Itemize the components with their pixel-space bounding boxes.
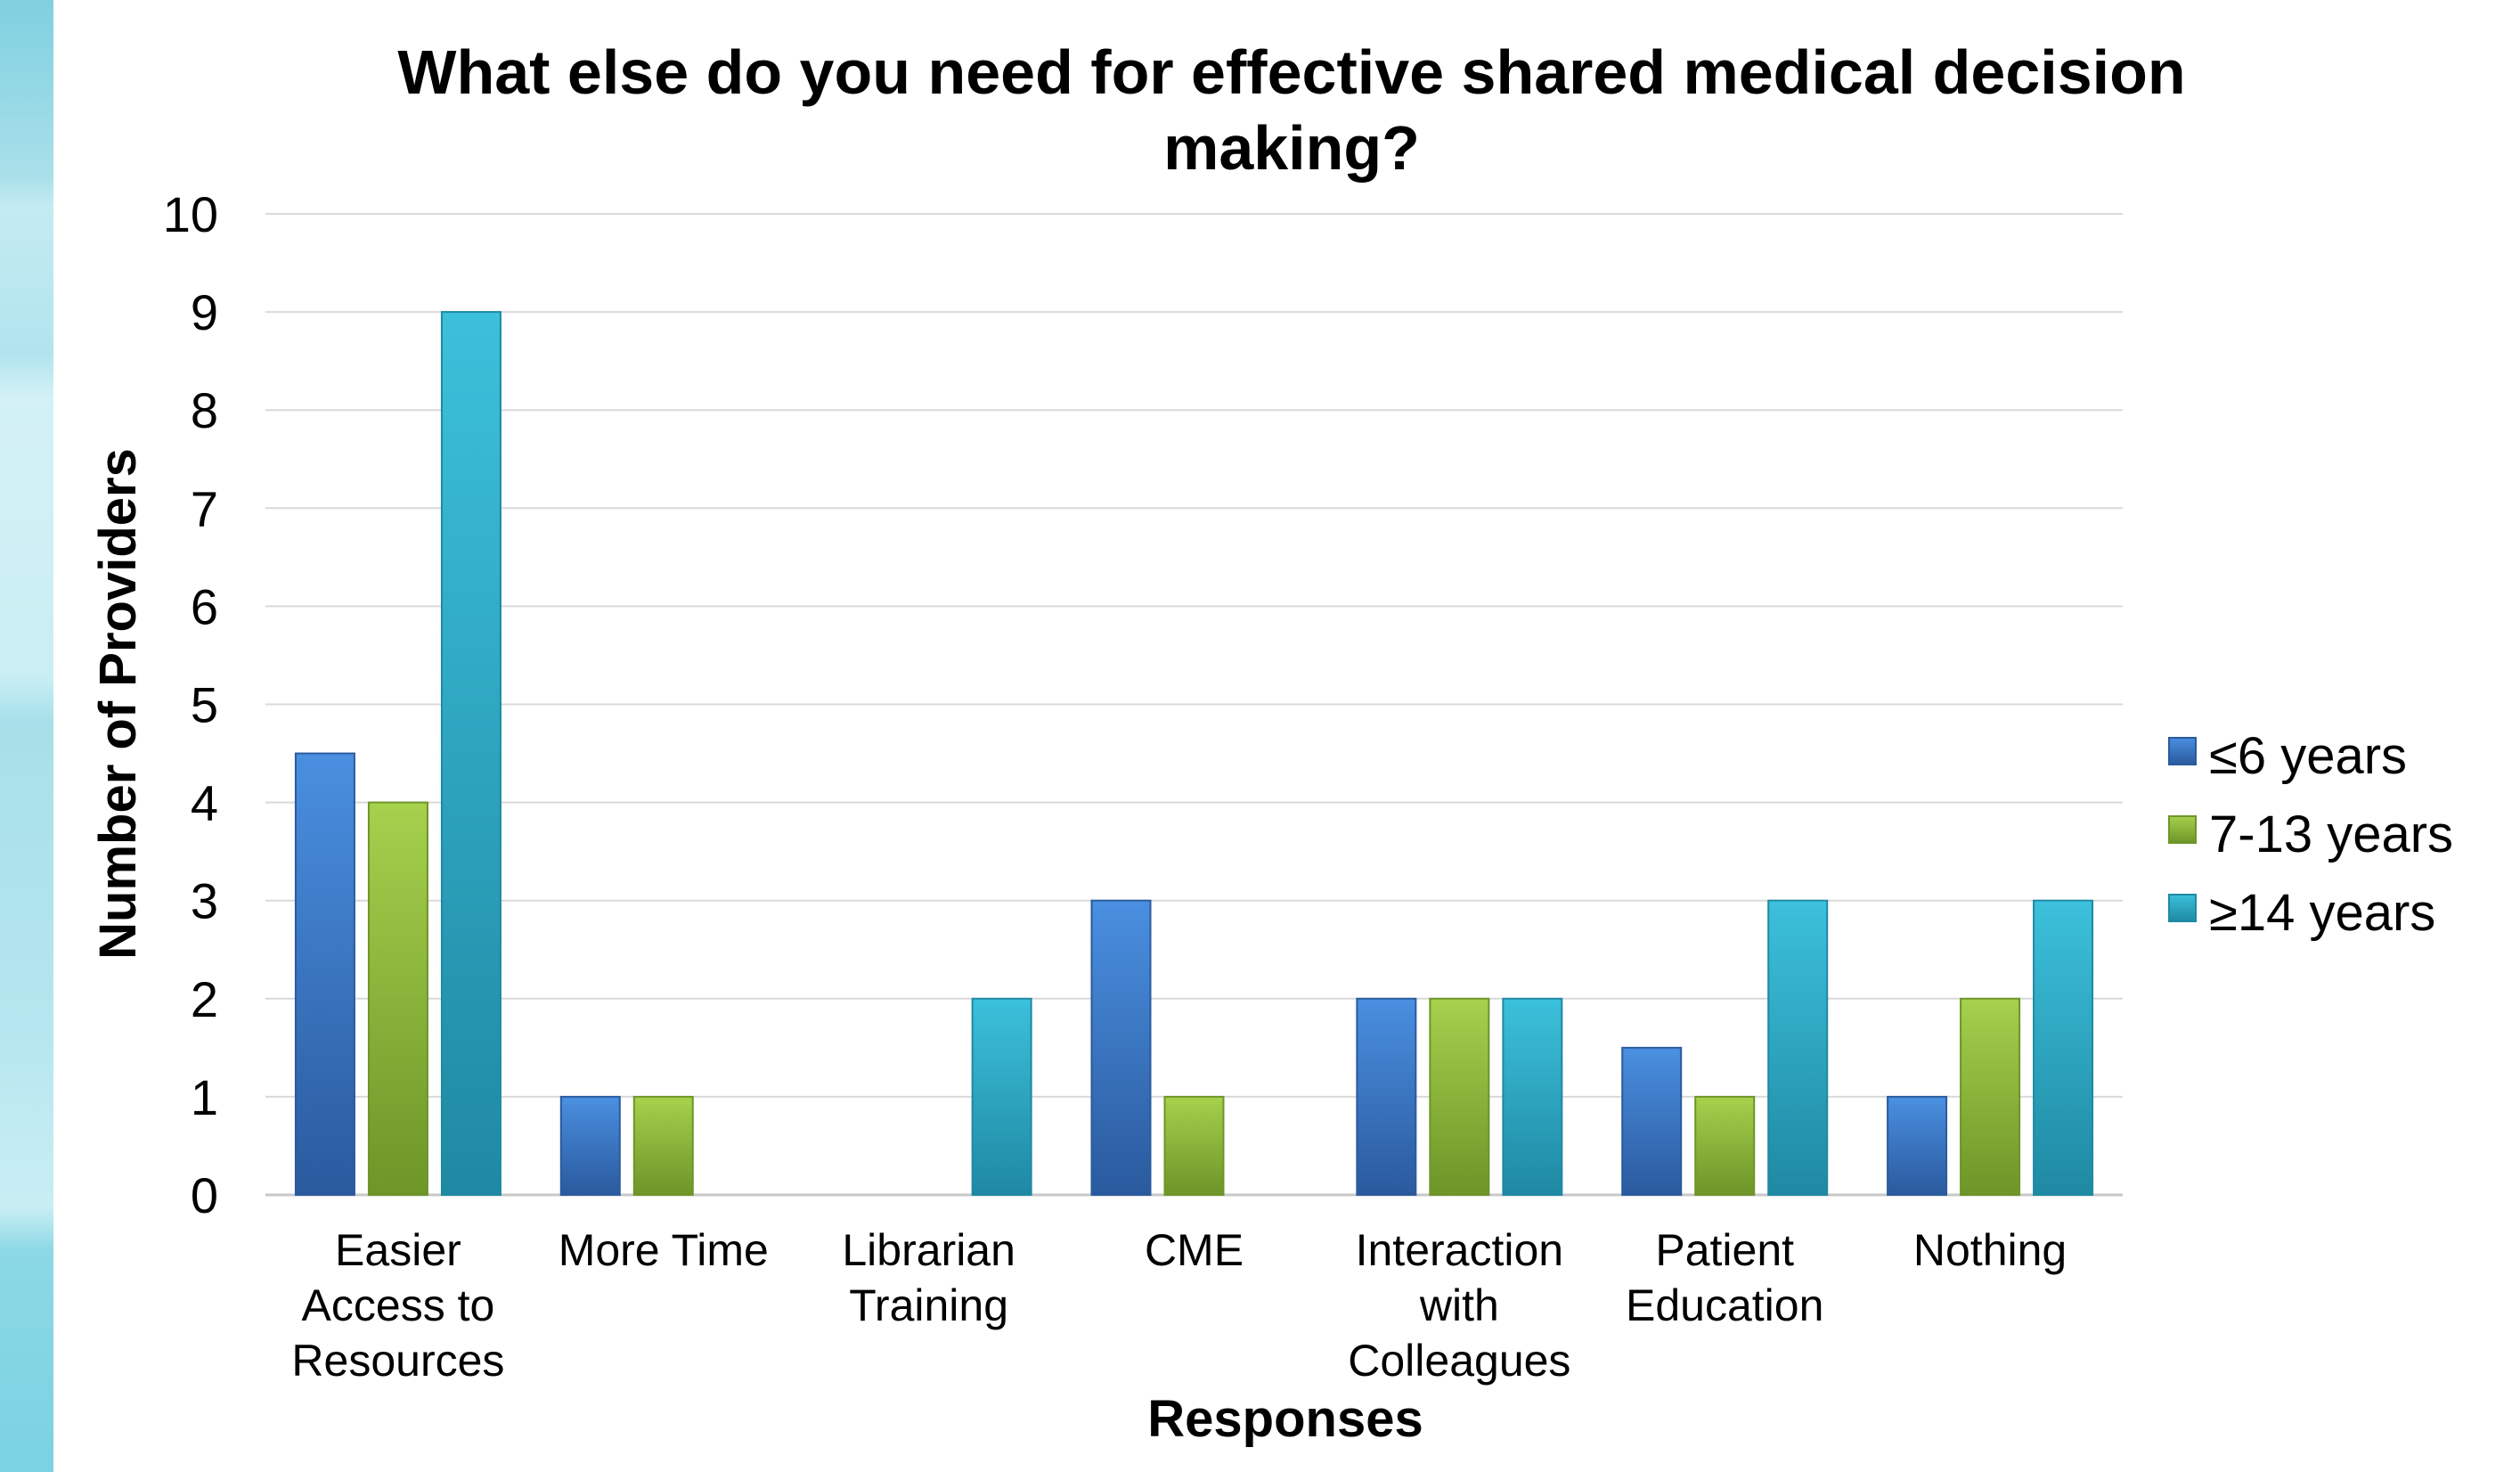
bar [1767,899,1829,1196]
y-axis-ticks: 0 1 2 3 4 5 6 7 8 9 10 [163,186,218,1223]
x-axis-categories: Easier Access to Resources More Time Librari… [291,1225,2067,1386]
bar-top-highlight [1094,901,1148,908]
legend-swatch [2168,815,2197,844]
bar-top-highlight [1963,999,2018,1006]
y-tick-label: 2 [191,971,218,1027]
x-tick-label: Interaction with Colleagues [1348,1225,1570,1386]
bar [1090,899,1152,1196]
x-axis-title: Responses [1147,1390,1423,1448]
bar-top-highlight [444,313,498,320]
bar [971,997,1032,1197]
bar [1429,997,1490,1197]
bar-top-highlight [1890,1097,1945,1104]
bar-top-highlight [1771,901,1825,908]
y-tick-label: 7 [191,480,218,536]
bar [559,1095,621,1197]
gridlines [265,213,2123,1197]
legend-swatch [2168,894,2197,922]
chart-title-line: making? [1163,113,1420,183]
legend: ≤6 years 7-13 years ≥14 years [2168,727,2453,942]
bar-top-highlight [298,754,352,761]
chart-title: What else do you need for effective shar… [397,37,2185,183]
bars [294,311,2094,1197]
y-tick-label: 0 [191,1167,218,1223]
x-tick-label: Patient Education [1626,1225,1823,1330]
y-tick-label: 4 [191,775,218,831]
x-tick-label: Librarian Training [842,1225,1015,1330]
bar [367,801,428,1196]
x-tick-label: More Time [559,1225,769,1275]
bar [1621,1046,1683,1196]
bar [1887,1095,1948,1197]
x-tick-label: Nothing [1913,1225,2067,1275]
decorative-side-strip [0,0,53,1472]
bar [440,311,502,1197]
y-tick-label: 9 [191,284,218,340]
bar [1502,997,1563,1197]
bar-top-highlight [1167,1097,1221,1104]
y-tick-label: 3 [191,873,218,929]
x-tick-label: CME [1145,1225,1244,1275]
y-tick-label: 8 [191,382,218,438]
bar-top-highlight [636,1097,690,1104]
bar-top-highlight [1359,999,1414,1006]
bar-top-highlight [1698,1097,1752,1104]
y-tick-label: 6 [191,578,218,634]
legend-label: ≤6 years [2209,727,2407,785]
legend-swatch [2168,737,2197,765]
y-axis-title: Number of Providers [89,448,147,960]
bar-top-highlight [1625,1048,1679,1055]
legend-label: ≥14 years [2209,884,2435,942]
bar-top-highlight [1505,999,1560,1006]
y-tick-label: 1 [191,1069,218,1125]
legend-label: 7-13 years [2209,806,2453,863]
bar [1163,1095,1225,1197]
bar [1356,997,1417,1197]
bar [1960,997,2021,1197]
bar-top-highlight [975,999,1029,1006]
y-tick-label: 5 [191,677,218,733]
y-tick-label: 10 [163,186,218,242]
bar-top-highlight [2036,901,2091,908]
bar [294,752,355,1196]
bar [632,1095,694,1197]
bar-top-highlight [371,803,425,810]
x-tick-label: Easier Access to Resources [291,1225,504,1386]
bar [1694,1095,1756,1197]
bar [2033,899,2094,1196]
bar-top-highlight [563,1097,617,1104]
bar-top-highlight [1432,999,1487,1006]
chart-title-line: What else do you need for effective shar… [397,37,2185,107]
